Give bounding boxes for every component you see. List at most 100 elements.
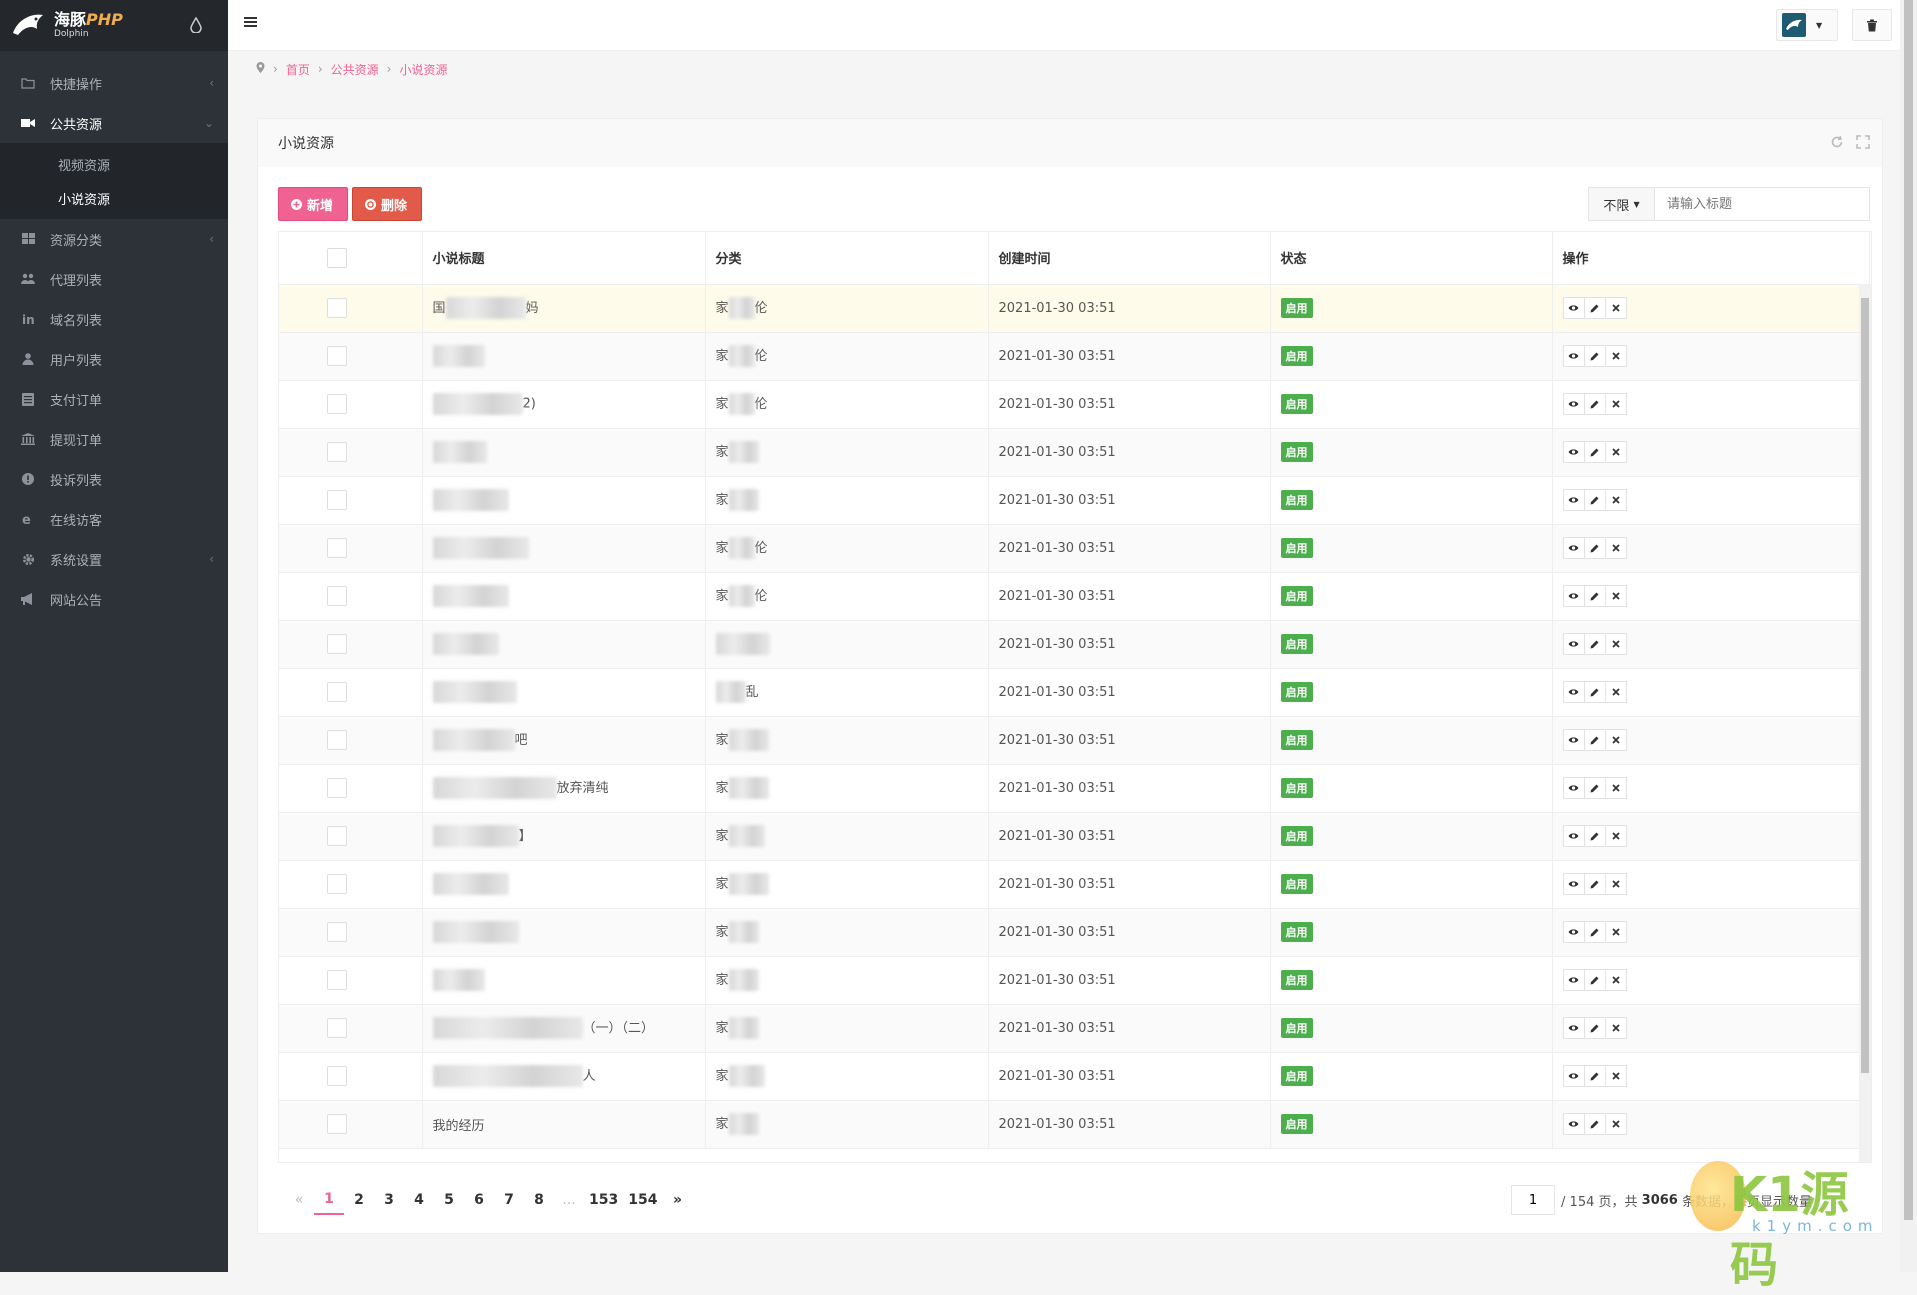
table-row[interactable]: 国妈家伦 2021-01-30 03:51 启用 — [279, 284, 1870, 333]
row-checkbox[interactable] — [327, 1018, 347, 1038]
table-scrollbar[interactable] — [1859, 284, 1871, 1162]
delete-row-button[interactable] — [1604, 297, 1627, 319]
status-badge[interactable]: 启用 — [1280, 826, 1313, 846]
delete-row-button[interactable] — [1604, 825, 1627, 847]
page-button[interactable]: 5 — [444, 1192, 454, 1208]
status-badge[interactable]: 启用 — [1280, 1066, 1313, 1086]
view-button[interactable] — [1562, 681, 1585, 703]
page-button[interactable]: 153 — [589, 1192, 619, 1208]
select-all-checkbox[interactable] — [327, 247, 347, 268]
column-header-title[interactable]: 小说标题 — [422, 232, 706, 285]
edit-button[interactable] — [1583, 1113, 1606, 1135]
edit-button[interactable] — [1583, 1017, 1606, 1039]
row-checkbox[interactable] — [327, 922, 347, 942]
breadcrumb-novel[interactable]: 小说资源 — [399, 62, 448, 77]
sidebar-item-11[interactable]: 网站公告 — [0, 579, 228, 619]
status-badge[interactable]: 启用 — [1280, 538, 1313, 558]
breadcrumb-home[interactable]: 首页 — [285, 62, 310, 77]
page-button[interactable]: 3 — [384, 1192, 394, 1208]
breadcrumb-public[interactable]: 公共资源 — [330, 62, 379, 77]
status-badge[interactable]: 启用 — [1280, 490, 1313, 510]
row-checkbox[interactable] — [327, 442, 347, 462]
row-checkbox[interactable] — [327, 394, 347, 414]
delete-row-button[interactable] — [1604, 681, 1627, 703]
status-badge[interactable]: 启用 — [1280, 778, 1313, 798]
user-menu-button[interactable]: ▼ — [1776, 9, 1838, 41]
row-checkbox[interactable] — [327, 298, 347, 318]
sidebar-item-0[interactable]: 快捷操作 ‹ — [0, 63, 228, 103]
page-button[interactable]: 8 — [534, 1192, 544, 1208]
delete-row-button[interactable] — [1604, 537, 1627, 559]
delete-row-button[interactable] — [1604, 633, 1627, 655]
table-row[interactable]: 我的经历 家 2021-01-30 03:51 启用 — [279, 1100, 1870, 1149]
row-checkbox[interactable] — [327, 730, 347, 750]
edit-button[interactable] — [1583, 777, 1606, 799]
view-button[interactable] — [1562, 345, 1585, 367]
edit-button[interactable] — [1583, 873, 1606, 895]
logo[interactable]: 海豚PHP Dolphin — [0, 0, 228, 51]
fullscreen-icon[interactable] — [1856, 135, 1870, 153]
page-button[interactable]: 4 — [414, 1192, 424, 1208]
status-badge[interactable]: 启用 — [1280, 970, 1313, 990]
view-button[interactable] — [1562, 969, 1585, 991]
table-row[interactable]: 家伦 2021-01-30 03:51 启用 — [279, 524, 1870, 573]
edit-button[interactable] — [1583, 633, 1606, 655]
column-header-created[interactable]: 创建时间 — [988, 232, 1271, 285]
page-jump-input[interactable] — [1511, 1185, 1556, 1215]
sidebar-subitem-0[interactable]: 视频资源 — [58, 158, 111, 174]
delete-row-button[interactable] — [1604, 777, 1627, 799]
status-badge[interactable]: 启用 — [1280, 298, 1313, 318]
table-row[interactable]: 家 2021-01-30 03:51 启用 — [279, 476, 1870, 525]
search-input[interactable] — [1655, 188, 1869, 220]
sidebar-subitem-1[interactable]: 小说资源 — [58, 192, 111, 208]
sidebar-item-10[interactable]: 系统设置 ‹ — [0, 539, 228, 579]
status-badge[interactable]: 启用 — [1280, 922, 1313, 942]
sidebar-item-3[interactable]: 代理列表 — [0, 259, 228, 299]
page-button[interactable]: 2 — [354, 1192, 364, 1208]
status-badge[interactable]: 启用 — [1280, 586, 1313, 606]
page-button[interactable]: 154 — [628, 1192, 658, 1208]
delete-row-button[interactable] — [1604, 1065, 1627, 1087]
delete-row-button[interactable] — [1604, 489, 1627, 511]
status-badge[interactable]: 启用 — [1280, 874, 1313, 894]
row-checkbox[interactable] — [327, 682, 347, 702]
table-row[interactable]: 乱 2021-01-30 03:51 启用 — [279, 668, 1870, 717]
view-button[interactable] — [1562, 1065, 1585, 1087]
table-row[interactable]: 2021-01-30 03:51 启用 — [279, 620, 1870, 669]
view-button[interactable] — [1562, 1017, 1585, 1039]
table-row[interactable]: （一）（二） 家 2021-01-30 03:51 启用 — [279, 1004, 1870, 1053]
delete-row-button[interactable] — [1604, 345, 1627, 367]
edit-button[interactable] — [1583, 585, 1606, 607]
clear-cache-button[interactable] — [1852, 9, 1892, 41]
delete-row-button[interactable] — [1604, 441, 1627, 463]
page-scrollbar[interactable] — [1900, 0, 1917, 1272]
status-badge[interactable]: 启用 — [1280, 442, 1313, 462]
delete-row-button[interactable] — [1604, 585, 1627, 607]
view-button[interactable] — [1562, 585, 1585, 607]
row-checkbox[interactable] — [327, 1066, 347, 1086]
row-checkbox[interactable] — [327, 634, 347, 654]
edit-button[interactable] — [1583, 825, 1606, 847]
table-row[interactable]: 家 2021-01-30 03:51 启用 — [279, 908, 1870, 957]
delete-row-button[interactable] — [1604, 1113, 1627, 1135]
delete-button[interactable]: 删除 — [352, 187, 422, 221]
edit-button[interactable] — [1583, 1065, 1606, 1087]
edit-button[interactable] — [1583, 921, 1606, 943]
view-button[interactable] — [1562, 777, 1585, 799]
row-checkbox[interactable] — [327, 826, 347, 846]
next-page-button[interactable]: » — [672, 1192, 682, 1208]
row-checkbox[interactable] — [327, 874, 347, 894]
table-row[interactable]: 人 家 2021-01-30 03:51 启用 — [279, 1052, 1870, 1101]
sidebar-item-7[interactable]: 提现订单 — [0, 419, 228, 459]
status-badge[interactable]: 启用 — [1280, 634, 1313, 654]
table-row[interactable]: 吧 家 2021-01-30 03:51 启用 — [279, 716, 1870, 765]
delete-row-button[interactable] — [1604, 1017, 1627, 1039]
view-button[interactable] — [1562, 921, 1585, 943]
view-button[interactable] — [1562, 441, 1585, 463]
edit-button[interactable] — [1583, 393, 1606, 415]
delete-row-button[interactable] — [1604, 969, 1627, 991]
edit-button[interactable] — [1583, 969, 1606, 991]
refresh-icon[interactable] — [1830, 135, 1844, 153]
sidebar-item-1[interactable]: 公共资源 ⌄ — [0, 103, 228, 143]
table-row[interactable]: 】 家 2021-01-30 03:51 启用 — [279, 812, 1870, 861]
